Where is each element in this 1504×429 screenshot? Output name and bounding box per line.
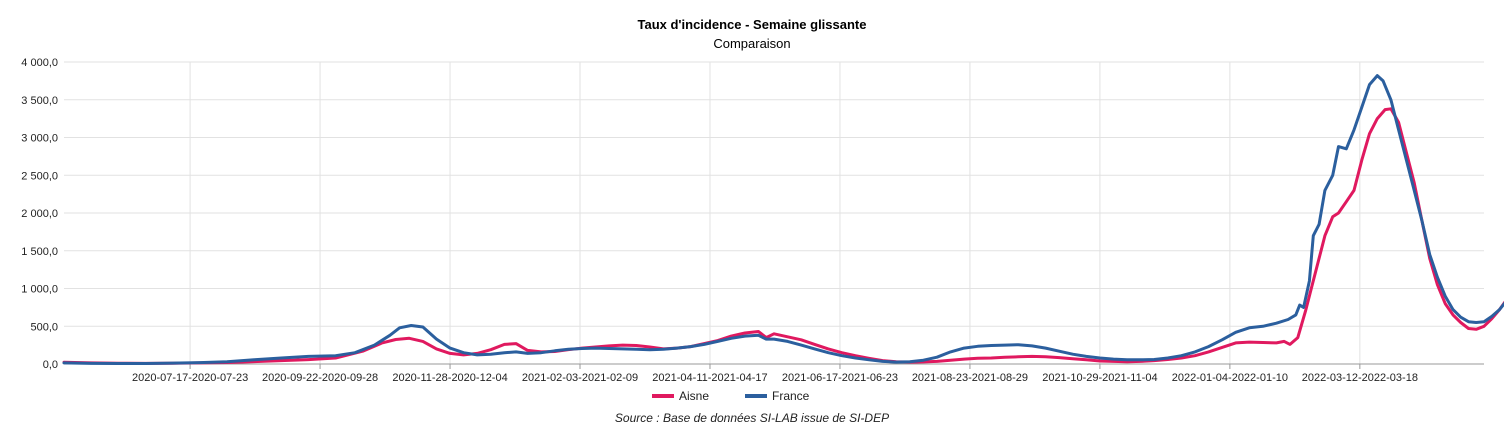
chart-subtitle: Comparaison [713, 36, 790, 51]
x-tick-label: 2021-10-29-2021-11-04 [1042, 372, 1157, 384]
legend-label-france[interactable]: France [772, 389, 810, 403]
y-tick-label: 0,0 [43, 359, 58, 371]
y-tick-label: 500,0 [30, 321, 58, 333]
y-tick-label: 1 000,0 [21, 284, 58, 296]
x-tick-label: 2021-08-23-2021-08-29 [912, 372, 1028, 384]
y-tick-label: 2 500,0 [21, 170, 58, 182]
y-tick-label: 1 500,0 [21, 246, 58, 258]
x-tick-label: 2020-11-28-2020-12-04 [392, 372, 507, 384]
x-tick-label: 2022-03-12-2022-03-18 [1302, 372, 1418, 384]
gridlines [64, 61, 1484, 364]
series-line-aisne [62, 107, 1504, 365]
x-axis-ticks: 2020-07-17-2020-07-23 2020-09-22-2020-09-… [132, 364, 1418, 384]
x-tick-label: 2020-07-17-2020-07-23 [132, 372, 248, 384]
x-tick-label: 2022-01-04-2022-01-10 [1172, 372, 1288, 384]
x-tick-label: 2021-06-17-2021-06-23 [782, 372, 898, 384]
source-note: Source : Base de données SI-LAB issue de… [615, 411, 889, 425]
legend-label-aisne[interactable]: Aisne [679, 389, 709, 403]
y-tick-label: 3 000,0 [21, 133, 58, 145]
y-axis-ticks: 0,0 500,0 1 000,0 1 500,0 2 000,0 2 500,0 3 00… [21, 57, 58, 371]
x-tick-label: 2021-02-03-2021-02-09 [522, 372, 638, 384]
series-lines [62, 74, 1504, 365]
series-line-france [62, 74, 1504, 365]
y-tick-label: 3 500,0 [21, 95, 58, 107]
x-tick-label: 2020-09-22-2020-09-28 [262, 372, 378, 384]
y-tick-label: 4 000,0 [21, 57, 58, 69]
legend[interactable]: Aisne France [652, 389, 810, 403]
x-tick-label: 2021-04-11-2021-04-17 [652, 372, 767, 384]
y-tick-label: 2 000,0 [21, 208, 58, 220]
chart-title: Taux d'incidence - Semaine glissante [638, 17, 867, 32]
